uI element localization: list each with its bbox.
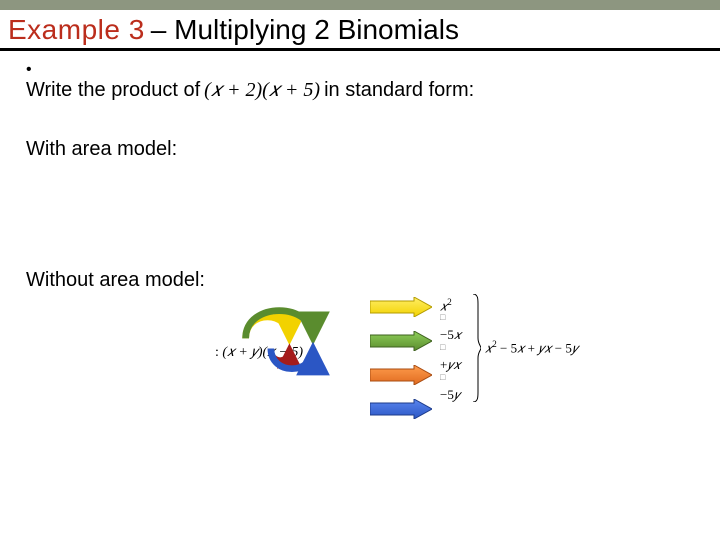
foil-result: 𝑥2 − 5𝑥 + 𝑦𝑥 − 5𝑦	[485, 339, 578, 356]
right-brace	[471, 294, 481, 406]
term-yx: +𝑦𝑥	[440, 358, 461, 373]
term-placeholder-1: □	[440, 313, 461, 328]
slide-title: Example 3 – Multiplying 2 Binomials	[0, 10, 720, 51]
arrow-orange	[370, 365, 432, 385]
foil-terms-column: 𝑥2 □ −5𝑥 □ +𝑦𝑥 □ −5𝑦	[440, 298, 461, 403]
prompt-line: Write the product of (𝑥 + 2)(𝑥 + 5) in s…	[26, 79, 700, 102]
prompt-pre: Write the product of	[26, 79, 200, 102]
foil-expression: : (𝑥 + 𝑦)(𝑥 − 5)	[215, 345, 303, 361]
prompt-expression: (𝑥 + 2)(𝑥 + 5)	[204, 79, 320, 102]
bullet-icon: •	[26, 61, 32, 78]
foil-diagram: : (𝑥 + 𝑦)(𝑥 − 5)	[215, 283, 695, 433]
arc-outer	[246, 311, 313, 339]
term-neg5x: −5𝑥	[440, 328, 461, 343]
title-text: – Multiplying 2 Binomials	[151, 14, 459, 46]
arrow-green	[370, 331, 432, 351]
slide-body: • Write the product of (𝑥 + 2)(𝑥 + 5) in…	[0, 51, 720, 292]
term-placeholder-2: □	[440, 343, 461, 358]
with-area-model-label: With area model:	[26, 138, 700, 161]
arrow-yellow	[370, 297, 432, 317]
header-accent-bar	[0, 0, 720, 10]
foil-arcs	[222, 303, 372, 383]
term-placeholder-3: □	[440, 373, 461, 388]
term-xx: 𝑥2	[440, 298, 461, 313]
example-number: Example 3	[8, 14, 145, 46]
prompt-post: in standard form:	[324, 79, 474, 102]
term-neg5y: −5𝑦	[440, 388, 461, 403]
arc-first	[246, 317, 290, 338]
arrow-blue	[370, 399, 432, 419]
